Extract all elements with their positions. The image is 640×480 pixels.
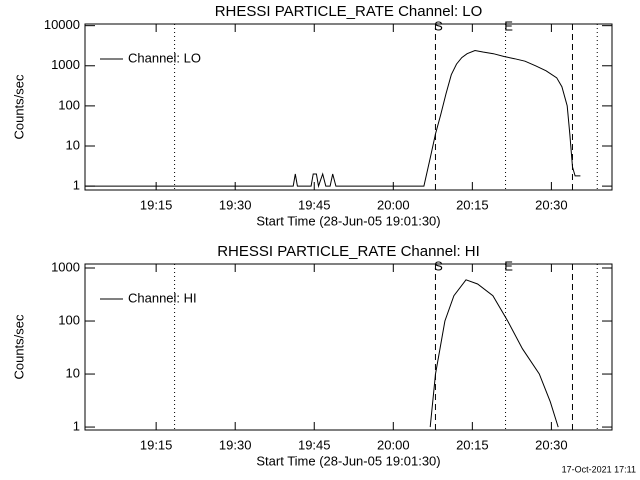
legend-label: Channel: LO bbox=[128, 50, 201, 65]
x-axis-label: Start Time (28-Jun-05 19:01:30) bbox=[256, 213, 440, 228]
x-tick-label: 19:30 bbox=[219, 437, 252, 452]
chart-title: RHESSI PARTICLE_RATE Channel: HI bbox=[217, 243, 480, 260]
y-tick-label: 100 bbox=[58, 97, 80, 112]
x-tick-label: 19:45 bbox=[298, 197, 331, 212]
x-tick-label: 20:30 bbox=[535, 197, 568, 212]
footer: 17-Oct-2021 17:11 bbox=[562, 464, 636, 474]
y-tick-label: 1000 bbox=[51, 57, 80, 72]
x-tick-label: 19:45 bbox=[298, 437, 331, 452]
x-tick-label: 19:15 bbox=[140, 437, 173, 452]
annotation: E bbox=[504, 18, 513, 33]
data-line bbox=[429, 279, 559, 428]
y-axis-label: Counts/sec bbox=[11, 314, 26, 380]
y-tick-label: 1 bbox=[73, 178, 80, 193]
x-tick-label: 20:00 bbox=[377, 437, 410, 452]
plot-frame bbox=[84, 263, 613, 431]
y-tick-label: 100 bbox=[58, 312, 80, 327]
y-tick-label: 1000 bbox=[51, 259, 80, 274]
chart-title: RHESSI PARTICLE_RATE Channel: LO bbox=[215, 3, 483, 20]
annotation: E bbox=[504, 258, 513, 273]
x-tick-label: 20:00 bbox=[377, 197, 410, 212]
x-axis-label: Start Time (28-Jun-05 19:01:30) bbox=[256, 453, 440, 468]
y-tick-label: 10000 bbox=[44, 17, 80, 32]
data-line bbox=[85, 49, 581, 189]
x-tick-label: 19:30 bbox=[219, 197, 252, 212]
legend-label: Channel: HI bbox=[128, 290, 197, 305]
x-tick-label: 20:15 bbox=[456, 197, 489, 212]
y-tick-label: 1 bbox=[73, 418, 80, 433]
annotation: S bbox=[434, 18, 443, 33]
y-tick-label: 10 bbox=[66, 365, 80, 380]
plot-frame bbox=[84, 23, 613, 191]
x-tick-label: 20:30 bbox=[535, 437, 568, 452]
x-tick-label: 20:15 bbox=[456, 437, 489, 452]
x-tick-label: 19:15 bbox=[140, 197, 173, 212]
y-tick-label: 10 bbox=[66, 137, 80, 152]
y-axis-label: Counts/sec bbox=[11, 74, 26, 140]
annotation: S bbox=[434, 258, 443, 273]
